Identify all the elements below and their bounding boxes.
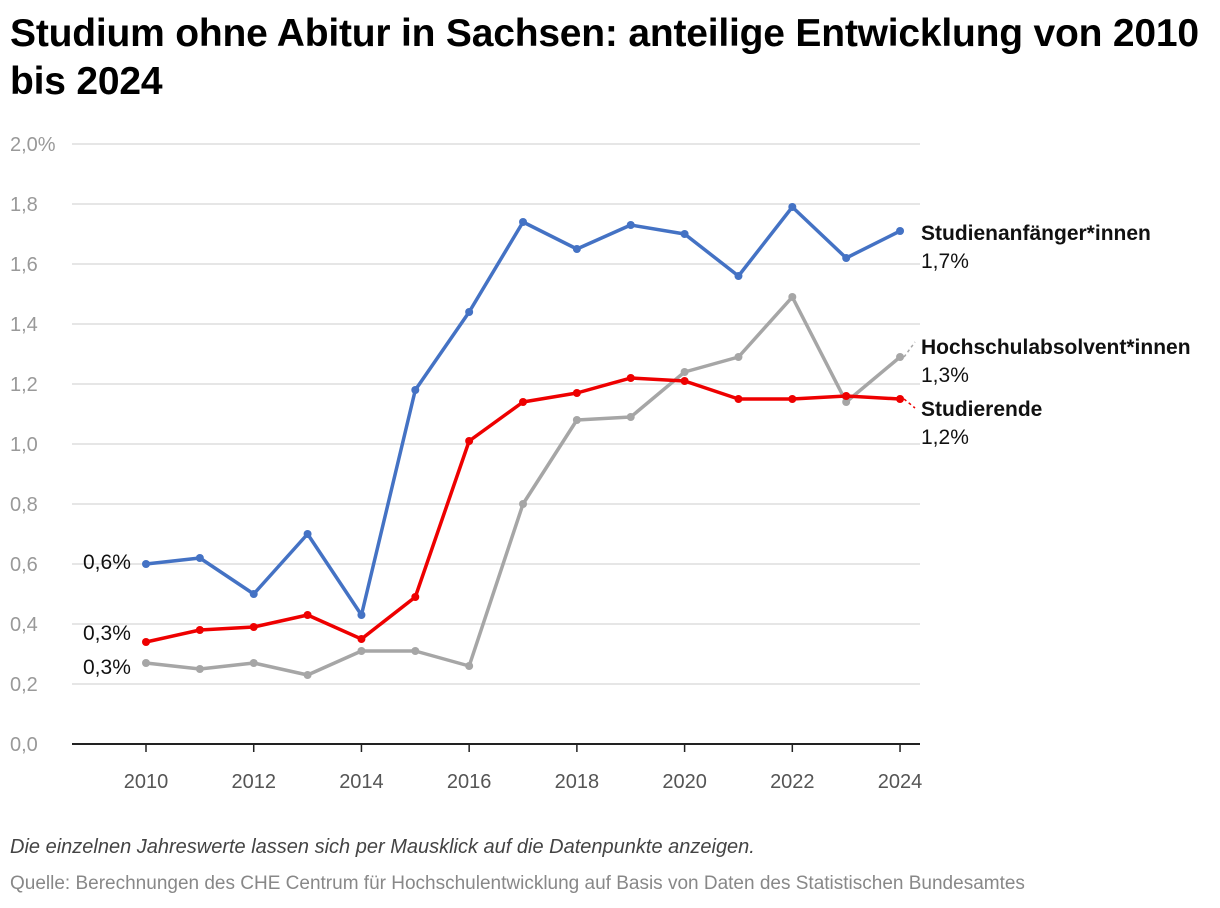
x-tick-label: 2010 [124,771,169,793]
series-line [145,205,901,617]
x-tick-label: 2022 [770,771,815,793]
line-chart: 0,00,20,40,60,81,01,21,41,61,82,0% 2010 2… [10,134,1191,793]
data-point [411,593,420,601]
data-point [519,500,528,508]
data-point [734,395,743,403]
y-tick-label: 1,2 [10,374,38,396]
x-tick-label: 2012 [231,771,276,793]
series-name-label: Studienanfänger*innen [921,222,1151,245]
source-note: Quelle: Berechnungen des CHE Centrum für… [10,873,1025,894]
y-tick-label: 1,8 [10,194,38,216]
data-point [896,353,905,361]
data-point [626,221,635,229]
series-labels: Studienanfänger*innen 1,7% Hochschulabsolv… [83,222,1191,679]
data-point [195,554,204,562]
data-point [303,611,312,619]
x-tick-label: 2024 [878,771,923,793]
series-end-value: 1,3% [921,364,969,387]
data-point [357,647,366,655]
label-leader [903,341,916,358]
data-point [303,671,312,679]
data-point [249,590,258,598]
series-name-label: Hochschulabsolvent*innen [921,336,1191,359]
x-tick-label: 2016 [447,771,492,793]
data-point [734,353,743,361]
data-point [572,389,581,397]
series-line [145,376,901,644]
data-point [680,368,689,376]
data-point [788,293,797,301]
y-axis-ticks: 0,0 0,2 0,4 0,6 0,8 1,0 1,2 1,4 1,6 1,8 2,0% [10,134,56,756]
data-point [519,218,528,226]
interaction-note: Die einzelnen Jahreswerte lassen sich pe… [10,836,755,858]
data-point [680,377,689,385]
data-point [357,635,366,643]
label-leader [903,398,916,409]
data-point [465,662,474,670]
data-point [195,626,204,634]
data-point [896,227,905,235]
data-point [411,647,420,655]
series-line [145,295,902,677]
x-axis: 2010 2012 2014 2016 2018 2020 2022 2024 [72,743,923,793]
data-point [626,413,635,421]
data-point [896,395,905,403]
chart-title: Studium ohne Abitur in Sachsen: anteilig… [10,12,1199,103]
data-point [465,437,474,445]
x-tick-label: 2020 [662,771,707,793]
y-tick-label: 0,4 [10,614,38,636]
data-point [572,416,581,424]
data-point [142,659,150,667]
y-tick-label: 0,0 [10,734,38,756]
data-point [303,530,312,538]
series-end-value: 1,2% [921,426,969,449]
y-tick-label: 0,6 [10,554,38,576]
data-point [142,638,150,646]
data-point [572,245,581,253]
data-point [788,395,797,403]
data-point [842,398,851,406]
data-point [842,392,851,400]
data-point [842,254,851,262]
series-layer [142,203,905,679]
data-point [357,611,366,619]
data-point [142,560,150,568]
y-tick-label: 0,8 [10,494,38,516]
data-point [680,230,689,238]
data-point [465,308,474,316]
y-tick-label: 2,0% [10,134,56,156]
y-tick-label: 1,4 [10,314,38,336]
x-tick-label: 2018 [555,771,600,793]
data-point [195,665,204,673]
data-point [411,386,420,394]
data-point [519,398,528,406]
series-end-value: 1,7% [921,250,969,273]
data-point [626,374,635,382]
data-point [734,272,743,280]
series-start-value: 0,3% [83,622,131,645]
y-tick-label: 1,6 [10,254,38,276]
series-name-label: Studierende [921,398,1042,421]
series-start-value: 0,3% [83,656,131,679]
y-tick-label: 0,2 [10,674,38,696]
y-tick-label: 1,0 [10,434,38,456]
data-point [249,659,258,667]
data-point [249,623,258,631]
x-tick-label: 2014 [339,771,384,793]
data-point [788,203,797,211]
gridlines [72,143,920,685]
series-start-value: 0,6% [83,551,131,574]
